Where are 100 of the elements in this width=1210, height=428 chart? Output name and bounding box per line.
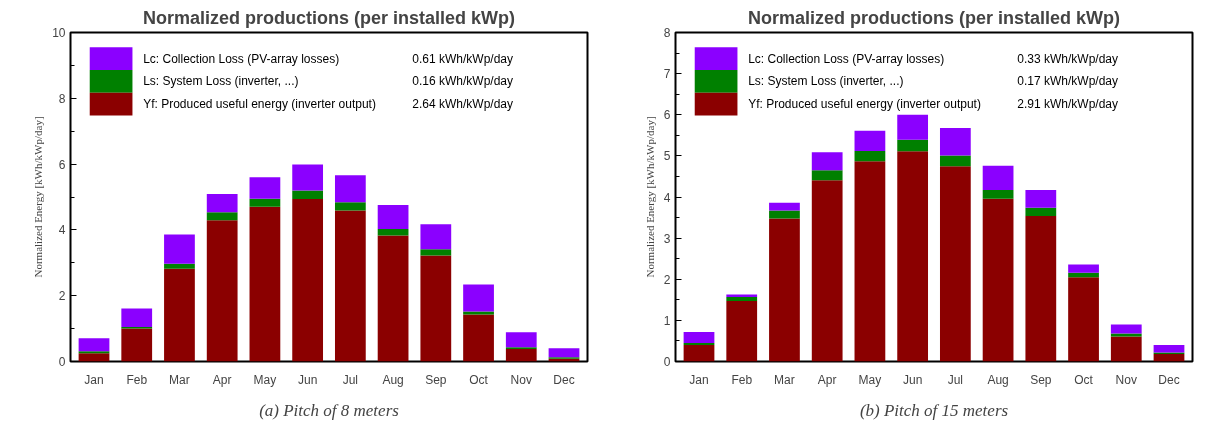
bar — [505, 332, 537, 348]
bar — [897, 114, 929, 140]
bar — [982, 190, 1014, 199]
bar — [463, 314, 494, 362]
annotation: 0.33 kWh/kWp/day — [1017, 51, 1119, 66]
bar — [811, 180, 843, 362]
x-tick-label: Jun — [902, 372, 923, 387]
x-tick-label: Aug — [987, 372, 1009, 387]
bar — [769, 202, 800, 211]
legend-label: Ls: System Loss (inverter, ...) — [143, 74, 299, 89]
bar — [1153, 345, 1185, 353]
y-tick-label: 0 — [58, 355, 66, 369]
bar — [982, 198, 1014, 362]
bar — [1068, 264, 1099, 273]
bar — [683, 342, 715, 346]
annotation: 2.64 kWh/kWp/day — [412, 97, 514, 112]
y-tick-label: 7 — [663, 67, 671, 82]
bar — [420, 255, 452, 362]
x-tick-label: Nov — [510, 372, 532, 387]
x-tick-label: Jan — [689, 372, 709, 387]
y-tick-label: 10 — [52, 26, 66, 40]
legend-label: Ls: System Loss (inverter, ...) — [748, 74, 904, 89]
bar — [726, 301, 758, 362]
legend-label: Lc: Collection Loss (PV-array losses) — [143, 51, 340, 66]
bar — [420, 249, 452, 256]
bar — [505, 349, 537, 362]
x-tick-label: Dec — [1158, 372, 1180, 387]
bar — [726, 296, 758, 302]
bar — [726, 294, 758, 297]
legend-label: Yf: Produced useful energy (inverter output) — [143, 97, 376, 112]
bar — [377, 235, 409, 362]
bar — [1068, 277, 1099, 362]
bar — [206, 194, 238, 213]
bar — [377, 204, 409, 229]
bar — [164, 234, 195, 264]
bar — [292, 190, 324, 199]
bar — [811, 152, 843, 171]
bar — [811, 170, 843, 181]
bar — [897, 139, 929, 152]
bar — [939, 127, 971, 156]
bar — [1110, 324, 1142, 334]
x-tick-label: Feb — [126, 372, 148, 387]
y-tick-label: 2 — [663, 272, 671, 287]
x-tick-label: May — [858, 372, 882, 387]
bar — [854, 150, 886, 162]
x-tick-label: Feb — [731, 372, 753, 387]
bar — [1110, 336, 1142, 362]
chart-title: Normalized productions (per installed kWp) — [142, 7, 516, 28]
y-tick-label: 1 — [663, 313, 671, 328]
bar — [1025, 190, 1057, 208]
bar — [292, 164, 324, 191]
bar — [769, 210, 800, 219]
chart-title: Normalized productions (per installed kWp) — [747, 7, 1121, 28]
bar — [1025, 215, 1057, 362]
bar — [249, 206, 281, 362]
bar — [206, 220, 238, 362]
x-tick-label: Nov — [1115, 372, 1137, 387]
y-axis-title: Normalized Energy [kWh/kWp/day] — [643, 116, 656, 278]
y-tick-label: 4 — [663, 190, 671, 205]
x-tick-label: Sep — [1030, 372, 1052, 387]
bar — [334, 202, 366, 211]
bar — [683, 331, 715, 343]
x-tick-label: Jan — [84, 372, 104, 387]
y-axis-title: Normalized Energy [kWh/kWp/day] — [32, 116, 45, 278]
x-tick-label: Apr — [212, 372, 232, 387]
x-tick-label: Oct — [1074, 372, 1094, 387]
bar — [854, 161, 886, 362]
y-tick-label: 6 — [663, 108, 671, 123]
bar — [463, 284, 494, 312]
bar — [420, 224, 452, 250]
annotation: 0.16 kWh/kWp/day — [412, 74, 514, 89]
bar — [78, 338, 110, 352]
bar — [334, 210, 366, 362]
bar — [548, 348, 580, 358]
text: (b) Pitch of 15 meters — [859, 400, 1009, 420]
text: (a) Pitch of 8 meters — [259, 400, 400, 420]
y-tick-label: 2 — [58, 289, 66, 304]
bar — [897, 151, 929, 362]
bar — [939, 166, 971, 362]
y-tick-label: 8 — [663, 26, 671, 40]
y-tick-label: 0 — [663, 355, 671, 369]
bar — [1153, 354, 1185, 362]
bar — [939, 155, 971, 167]
x-tick-label: Aug — [382, 372, 404, 387]
y-tick-label: 6 — [58, 157, 66, 172]
bar — [164, 268, 195, 362]
y-tick-label: 8 — [58, 91, 66, 106]
bar — [769, 218, 800, 362]
y-tick-label: 3 — [663, 231, 671, 246]
x-tick-label: Jun — [297, 372, 318, 387]
bar — [206, 212, 238, 221]
y-tick-label: 5 — [663, 149, 671, 164]
bar — [1025, 207, 1057, 216]
annotation: 0.61 kWh/kWp/day — [412, 51, 514, 66]
bar — [121, 308, 153, 327]
bar — [982, 165, 1014, 191]
bar — [78, 353, 110, 362]
x-tick-label: Mar — [774, 372, 795, 387]
bar — [334, 175, 366, 203]
x-tick-label: Apr — [817, 372, 837, 387]
